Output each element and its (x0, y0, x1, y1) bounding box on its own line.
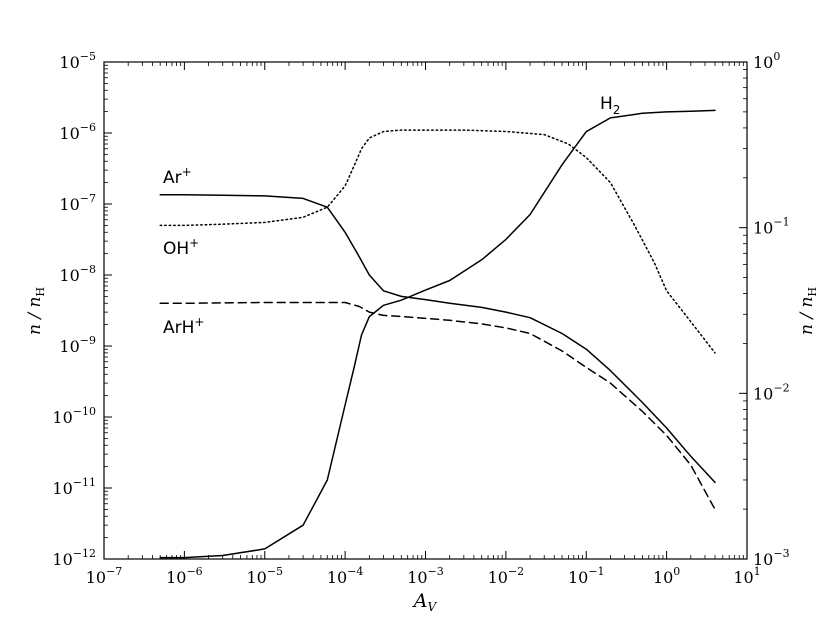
y-left-tick-label: 10−9 (59, 334, 96, 356)
plot-frame (103, 61, 748, 560)
series-label-arh-plus: ArH+ (163, 315, 204, 338)
series-label-h2: H2 (600, 94, 620, 117)
series-line-h2 (159, 109, 716, 559)
y-left-tick-label: 10−8 (59, 263, 96, 285)
axis-ticks (103, 61, 748, 560)
y-left-tick-label: 10−7 (59, 192, 96, 214)
series-line-arh-plus (159, 301, 716, 511)
x-tick-label: 10−1 (568, 565, 605, 587)
x-tick-label: 101 (733, 565, 760, 587)
x-tick-label: 10−7 (86, 565, 123, 587)
x-tick-label: 10−4 (327, 565, 364, 587)
series-lines (159, 109, 716, 559)
series-label-oh-plus: OH+ (163, 236, 199, 259)
y-right-tick-label: 10−2 (753, 381, 790, 403)
x-tick-label: 10−2 (488, 565, 525, 587)
series-line-ar-plus (159, 193, 716, 484)
axis-tick-labels: 10−7 10−6 10−5 10−4 10−3 10−2 10−1 100 10110−121… (52, 50, 789, 587)
y-left-tick-label: 10−12 (52, 547, 96, 569)
y-left-tick-label: 10−6 (59, 121, 96, 143)
x-tick-label: 10−5 (246, 565, 283, 587)
y-left-tick-label: 10−11 (52, 476, 96, 498)
y-left-tick-label: 10−5 (59, 50, 96, 72)
y-right-tick-label: 100 (753, 50, 780, 72)
x-axis-label: AV (412, 590, 438, 614)
y-axis-left-label: n / nH (25, 287, 47, 335)
y-axis-right-label: n / nH (797, 287, 819, 335)
x-tick-label: 10−3 (407, 565, 444, 587)
y-right-tick-label: 10−3 (753, 547, 790, 569)
plot-area (103, 61, 748, 560)
x-tick-label: 10−6 (166, 565, 203, 587)
series-label-ar-plus: Ar+ (163, 165, 192, 188)
y-right-tick-label: 10−1 (753, 216, 790, 238)
x-tick-label: 100 (653, 565, 680, 587)
y-left-tick-label: 10−10 (52, 405, 96, 427)
series-line-oh-plus (159, 129, 716, 354)
